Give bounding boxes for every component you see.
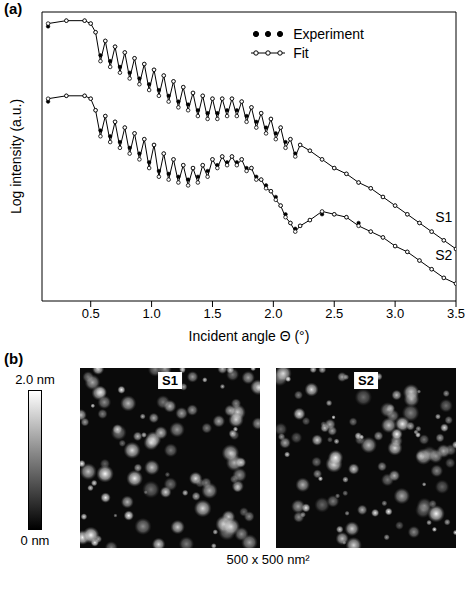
svg-text:0.5: 0.5 bbox=[82, 306, 100, 321]
svg-text:1.0: 1.0 bbox=[143, 306, 161, 321]
html-text:0 nm: 0 nm bbox=[20, 533, 50, 548]
svg-text:3.0: 3.0 bbox=[386, 306, 404, 321]
html-text:2.0 nm: 2.0 nm bbox=[15, 372, 55, 387]
svg-text:S2: S2 bbox=[435, 247, 452, 263]
html-text:500 x 500 nm²: 500 x 500 nm² bbox=[226, 552, 310, 567]
svg-text:Incident angle Θ (°): Incident angle Θ (°) bbox=[189, 328, 310, 344]
svg-text:1.5: 1.5 bbox=[203, 306, 221, 321]
html-text:S1: S1 bbox=[162, 373, 178, 388]
svg-text:3.5: 3.5 bbox=[447, 306, 465, 321]
html-text:(b): (b) bbox=[4, 350, 24, 367]
svg-text:2.5: 2.5 bbox=[325, 306, 343, 321]
html-text:Fit: Fit bbox=[293, 44, 309, 61]
html-text:Experiment: Experiment bbox=[293, 25, 364, 42]
html-text:S2: S2 bbox=[358, 373, 374, 388]
svg-text:2.0: 2.0 bbox=[264, 306, 282, 321]
svg-text:Log intensity (a.u.): Log intensity (a.u.) bbox=[8, 99, 24, 214]
svg-text:S1: S1 bbox=[435, 209, 452, 225]
html-text:(a): (a) bbox=[4, 0, 23, 17]
